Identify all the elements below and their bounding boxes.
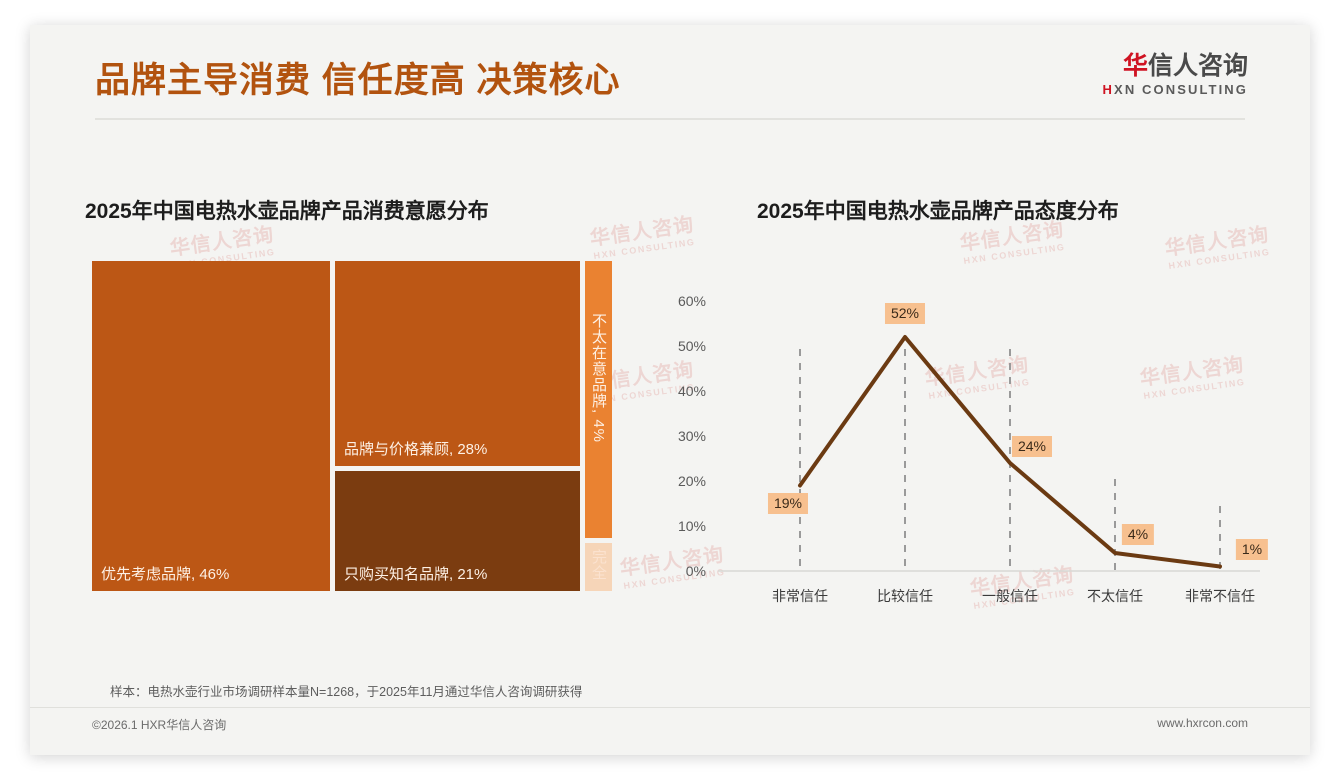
treemap-tile-label: 优先考虑品牌, 46% <box>101 566 230 583</box>
x-axis-tick: 一般信任 <box>982 588 1038 604</box>
treemap-chart: 优先考虑品牌, 46% 品牌与价格兼顾, 28% 只购买知名品牌, 21% 不太… <box>92 261 612 591</box>
y-axis-tick: 30% <box>677 428 706 444</box>
treemap-tile-label: 完全 <box>590 549 607 581</box>
treemap-tile-1[interactable]: 品牌与价格兼顾, 28% <box>335 261 580 466</box>
y-axis-tick: 50% <box>677 338 706 354</box>
watermark-en: HXN CONSULTING <box>592 236 697 261</box>
title-divider <box>95 118 1245 120</box>
line-series-path <box>798 335 1222 569</box>
watermark-cn: 华信人咨询 <box>588 213 696 251</box>
logo-english-text: HXN CONSULTING <box>1103 82 1248 97</box>
y-axis-tick: 60% <box>677 293 706 309</box>
treemap-tile-2[interactable]: 只购买知名品牌, 21% <box>335 471 580 591</box>
logo-chars-rest: 信人咨询 <box>1147 52 1248 80</box>
data-label: 4% <box>1121 524 1155 545</box>
data-label: 19% <box>767 493 809 514</box>
logo-chinese-text: 华信人咨询 <box>1103 53 1248 79</box>
data-label: 1% <box>1235 539 1269 560</box>
treemap-tile-4[interactable]: 完全 <box>585 543 612 591</box>
data-label: 52% <box>884 303 926 324</box>
watermark: 华信人咨询 HXN CONSULTING <box>588 208 697 261</box>
y-axis-tick: 40% <box>677 383 706 399</box>
company-logo: 华信人咨询 HXN CONSULTING <box>1103 53 1248 97</box>
x-axis-tick: 不太信任 <box>1087 588 1143 604</box>
treemap-tile-label: 品牌与价格兼顾, 28% <box>344 441 488 458</box>
footer-divider <box>30 707 1310 708</box>
watermark-cn: 华信人咨询 <box>1163 223 1271 261</box>
line-chart: 0% 10% 20% 30% 40% 50% 60% 19% 52% 24% 4… <box>660 261 1269 611</box>
slide-header: 品牌主导消费 信任度高 决策核心 华信人咨询 HXN CONSULTING <box>30 25 1310 125</box>
line-chart-plot <box>718 335 1260 572</box>
treemap-tile-3[interactable]: 不太在意品牌, 4% <box>585 261 612 538</box>
y-axis-tick: 20% <box>677 473 706 489</box>
treemap-tile-label: 不太在意品牌, 4% <box>590 313 607 444</box>
footer-website[interactable]: www.hxrcon.com <box>1157 716 1248 730</box>
y-axis-tick: 0% <box>685 563 706 579</box>
treemap-tile-label: 只购买知名品牌, 21% <box>344 566 488 583</box>
logo-en-initial: H <box>1102 82 1115 98</box>
logo-char-hua: 华 <box>1122 52 1148 80</box>
footer-copyright: ©2026.1 HXR华信人咨询 <box>92 718 227 732</box>
source-footnote: 样本：电热水壶行业市场调研样本量N=1268，于2025年11月通过华信人咨询调… <box>110 685 583 699</box>
page-title: 品牌主导消费 信任度高 决策核心 <box>95 61 621 100</box>
slide-canvas: 品牌主导消费 信任度高 决策核心 华信人咨询 HXN CONSULTING 20… <box>30 25 1310 755</box>
y-axis-tick: 10% <box>677 518 706 534</box>
treemap-chart-title: 2025年中国电热水壶品牌产品消费意愿分布 <box>85 200 489 223</box>
line-chart-title: 2025年中国电热水壶品牌产品态度分布 <box>757 200 1119 223</box>
x-axis-tick: 非常不信任 <box>1185 588 1255 604</box>
x-axis-tick: 比较信任 <box>877 588 933 604</box>
treemap-tile-0[interactable]: 优先考虑品牌, 46% <box>92 261 330 591</box>
logo-en-rest: XN CONSULTING <box>1114 82 1248 98</box>
data-label: 24% <box>1011 436 1053 457</box>
x-axis-tick: 非常信任 <box>772 588 828 604</box>
